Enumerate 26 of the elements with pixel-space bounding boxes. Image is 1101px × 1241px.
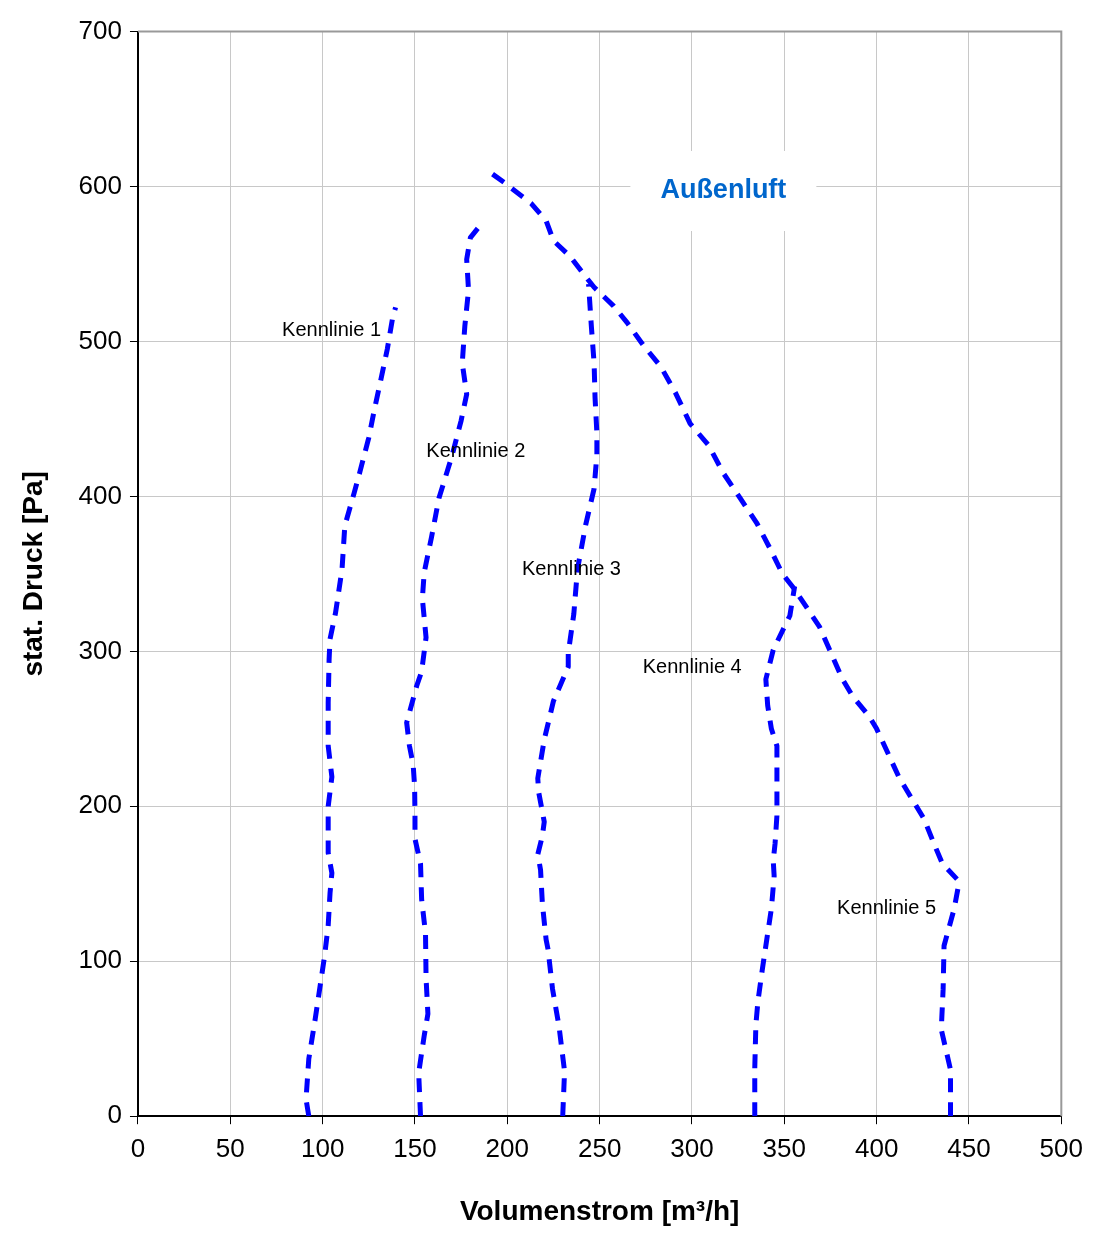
series-label: Kennlinie 1 [282, 317, 382, 340]
y-tick-label: 0 [107, 1099, 122, 1130]
x-tick-label: 150 [393, 1132, 437, 1163]
y-tick-label: 500 [78, 324, 122, 355]
x-tick-label: 450 [947, 1132, 991, 1163]
x-axis-title: Volumenstrom [m³/h] [459, 1194, 740, 1226]
y-axis-title: stat. Druck [Pa] [16, 471, 48, 677]
text: Außenluft [660, 174, 787, 205]
y-tick-label: 700 [78, 14, 122, 45]
series-label: Kennlinie 2 [426, 438, 526, 461]
y-tick-label: 100 [78, 944, 122, 975]
y-tick-label: 600 [78, 169, 122, 200]
x-tick-label: 500 [1039, 1132, 1084, 1163]
x-tick-label: 300 [670, 1132, 714, 1163]
x-tick-label: 200 [485, 1132, 530, 1163]
x-tick-label: 50 [215, 1132, 245, 1163]
y-tick-label: 300 [78, 634, 122, 665]
x-tick-label: 100 [300, 1132, 345, 1163]
y-tick-label: 200 [78, 789, 122, 820]
x-tick-label: 0 [130, 1132, 146, 1163]
series-label: Kennlinie 4 [642, 654, 742, 677]
x-tick-label: 350 [762, 1132, 807, 1163]
y-tick-label: 400 [78, 479, 122, 510]
series-label: Kennlinie 5 [837, 896, 937, 919]
x-tick-label: 250 [577, 1132, 622, 1163]
x-tick-label: 400 [854, 1132, 899, 1163]
